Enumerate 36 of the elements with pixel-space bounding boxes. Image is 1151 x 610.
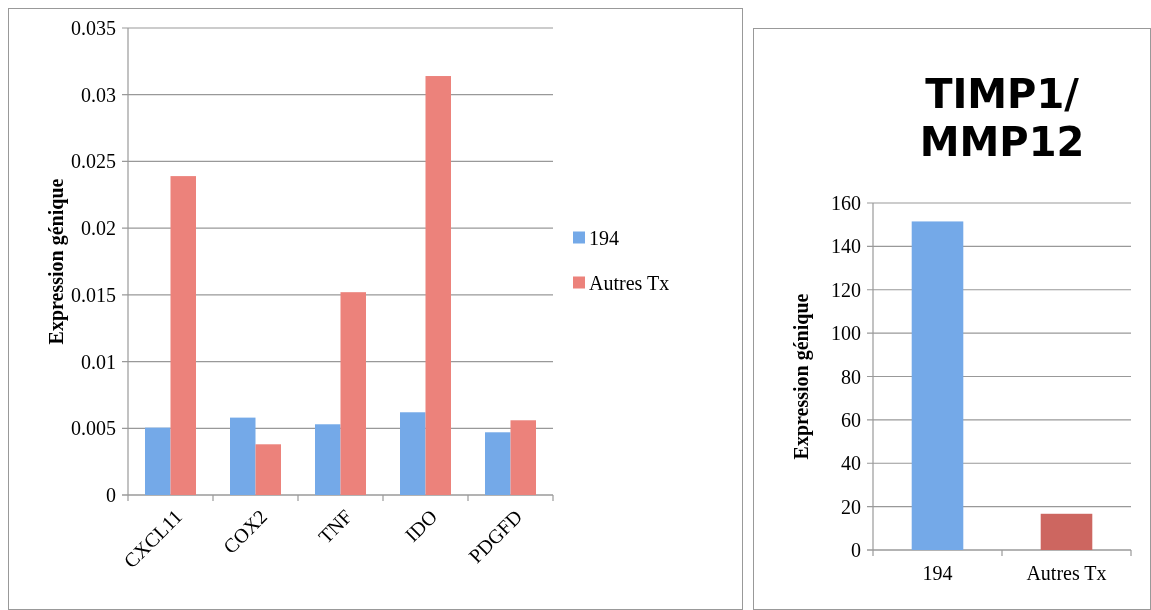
y-tick-label: 0 — [106, 484, 116, 506]
y-tick-label: 0.025 — [71, 150, 116, 173]
legend-label: Autres Tx — [589, 271, 670, 294]
bar — [170, 176, 196, 495]
y-tick-label: 0.015 — [71, 283, 116, 306]
x-tick-label: Autres Tx — [1026, 562, 1107, 584]
bar — [230, 417, 256, 495]
x-tick-label: 194 — [922, 562, 953, 584]
bar — [340, 292, 366, 495]
y-tick-label: 0.03 — [81, 83, 116, 106]
y-tick-label: 0.035 — [71, 17, 116, 39]
legend-label: 194 — [589, 226, 619, 249]
y-tick-label: 0.005 — [71, 417, 116, 440]
y-tick-label: 20 — [841, 495, 861, 518]
bar — [485, 432, 511, 495]
bar — [255, 444, 281, 495]
x-tick-label: IDO — [400, 505, 442, 546]
y-tick-label: 40 — [841, 452, 861, 475]
bar — [145, 427, 171, 495]
y-tick-label: 120 — [831, 278, 861, 301]
y-axis-title: Expression génique — [45, 178, 68, 345]
y-tick-label: 60 — [841, 408, 861, 431]
y-tick-label: 0.01 — [81, 350, 116, 373]
y-axis-title: Expression génique — [790, 293, 813, 460]
y-tick-label: 140 — [831, 235, 861, 258]
y-tick-label: 160 — [831, 192, 861, 214]
y-tick-label: 0 — [851, 539, 861, 561]
bar — [510, 420, 536, 495]
chart-title: TIMP1/ MMP12 — [919, 71, 1085, 165]
bar — [315, 424, 341, 495]
y-tick-label: 0.02 — [81, 217, 116, 240]
bar — [425, 76, 451, 495]
y-tick-label: 100 — [831, 322, 861, 345]
x-tick-label: TNF — [314, 505, 357, 548]
bar — [400, 412, 426, 495]
y-tick-label: 80 — [841, 365, 861, 388]
